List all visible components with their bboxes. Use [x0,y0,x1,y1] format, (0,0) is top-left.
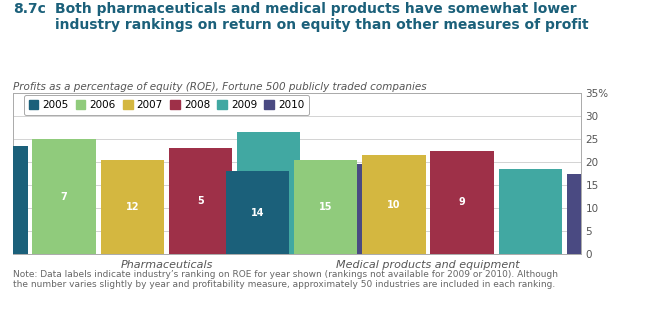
Bar [32,139,96,254]
Bar [225,171,289,254]
Text: 7: 7 [61,192,67,202]
Text: 9: 9 [459,197,465,207]
Text: Note: Data labels indicate industry’s ranking on ROE for year shown (rankings no: Note: Data labels indicate industry’s ra… [13,270,558,289]
Text: Profits as a percentage of equity (ROE), Fortune 500 publicly traded companies: Profits as a percentage of equity (ROE),… [13,82,426,92]
Text: 14: 14 [251,208,264,218]
Legend: 2005, 2006, 2007, 2008, 2009, 2010: 2005, 2006, 2007, 2008, 2009, 2010 [24,95,309,115]
Text: 10: 10 [387,200,401,210]
Bar [169,148,233,254]
Bar [499,169,562,254]
Text: 5: 5 [197,196,204,206]
Bar [101,160,164,254]
Bar [294,160,357,254]
Bar [430,151,494,254]
Text: 15: 15 [319,202,332,212]
Text: 8.7c: 8.7c [13,2,46,16]
Text: Both pharmaceuticals and medical products have somewhat lower
industry rankings : Both pharmaceuticals and medical product… [55,2,589,32]
Bar [0,146,28,254]
Bar [305,164,369,254]
Text: 12: 12 [125,202,139,212]
Bar [362,155,426,254]
Bar [237,132,300,254]
Bar [567,174,630,254]
